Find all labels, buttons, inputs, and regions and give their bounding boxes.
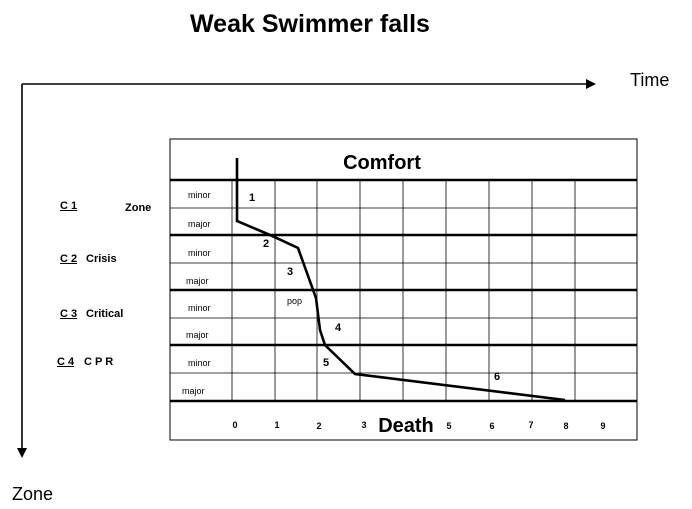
subrow-label: major [182,386,205,396]
row-label-c3-name: Critical [86,308,124,320]
stage-label-1: 1 [249,192,255,204]
swimmer-path [235,158,566,402]
x-tick-label: 5 [446,421,451,431]
row-label-c3-code: C 3 [60,308,78,320]
x-tick-label: 7 [528,420,533,430]
row-label-c4-code: C 4 [57,356,75,368]
grid-subrows [170,207,637,374]
time-axis-arrow [22,79,596,89]
row-label-c4-name: C P R [84,356,114,368]
zone-axis-label: Zone [12,484,54,504]
death-label: Death [378,415,434,437]
comfort-label: Comfort [343,152,421,174]
x-tick-label: 0 [232,420,237,430]
zone-axis-arrow [17,84,27,458]
stage-label-6: 6 [494,371,500,383]
x-tick-label: 9 [600,421,605,431]
stage-label-4: 4 [335,322,342,334]
subrow-label: major [186,276,209,286]
subrow-label: minor [188,303,211,313]
row-label-c2-code: C 2 [60,253,78,265]
row-label-c1-code: C 1 [60,200,78,212]
subrow-label: major [188,219,211,229]
subrow-label: minor [188,190,211,200]
time-axis-label: Time [630,70,670,90]
row-label-zone: Zone [125,202,152,214]
row-label-c2-name: Crisis [86,253,117,265]
subrow-label: major [186,330,209,340]
stage-label-5: 5 [323,357,329,369]
x-tick-label: 2 [316,421,321,431]
stage-label-pop: pop [287,296,302,306]
stage-label-2: 2 [263,238,269,250]
diagram-title: Weak Swimmer falls [190,10,430,38]
x-tick-label: 1 [274,420,279,430]
stage-label-3: 3 [287,266,293,278]
subrow-label: minor [188,358,211,368]
x-tick-label: 3 [361,420,366,430]
x-tick-label: 6 [489,421,494,431]
x-tick-label: 8 [563,421,568,431]
grid-bands [170,178,637,403]
subrow-label: minor [188,248,211,258]
